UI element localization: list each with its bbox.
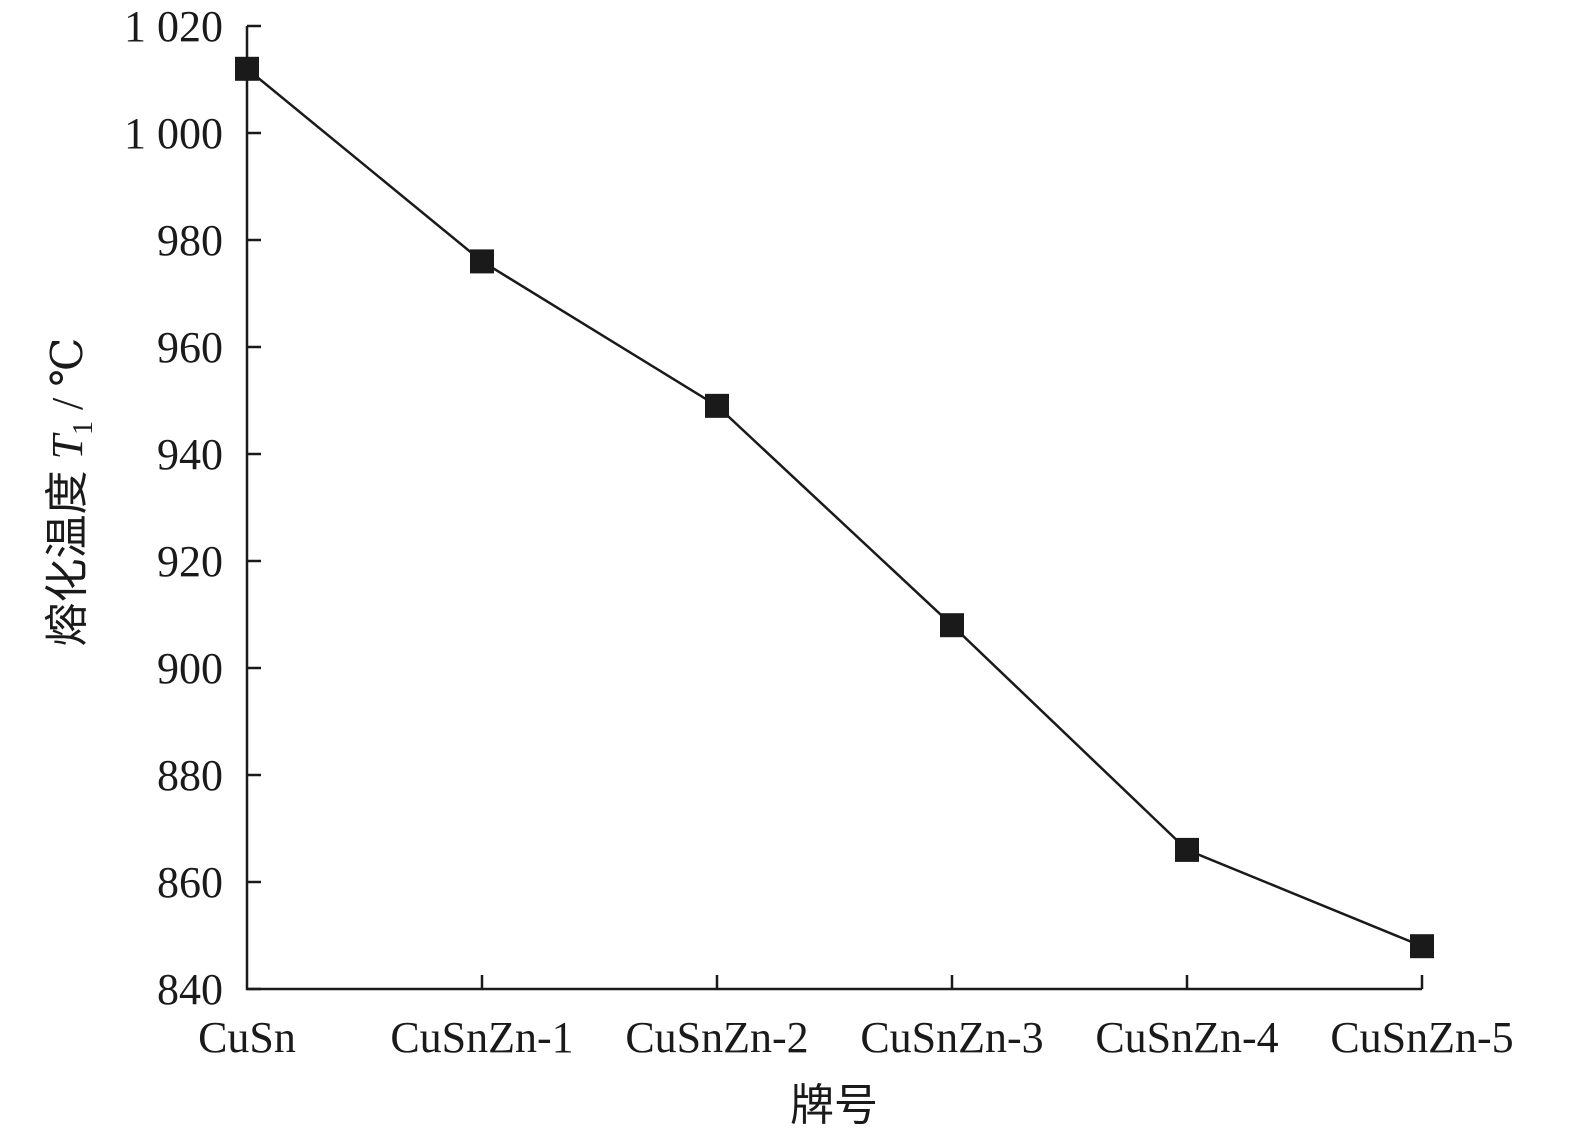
x-tick-label: CuSnZn-1: [390, 1013, 573, 1062]
y-tick-label: 1 020: [124, 2, 223, 51]
data-point-marker: [940, 613, 964, 638]
series-line: [246, 67, 1423, 948]
data-point-marker: [1410, 934, 1434, 959]
x-axis-ticks: CuSn CuSnZn-1 CuSnZn-2 CuSnZn-3 CuSnZn-4 CuSn…: [198, 975, 1514, 1062]
y-tick-label: 940: [157, 430, 223, 479]
axes: [245, 26, 1422, 991]
y-axis-title-subscript: 1: [68, 421, 99, 435]
y-axis-title-symbol: T: [43, 431, 92, 459]
data-point-marker: [470, 249, 494, 274]
x-axis-title: 牌号: [790, 1081, 878, 1130]
y-tick-label: 920: [157, 537, 223, 586]
x-tick-label: CuSnZn-4: [1095, 1013, 1278, 1062]
y-axis-title: 熔化温度 T1 / ℃: [43, 338, 99, 647]
y-tick-label: 860: [157, 858, 223, 907]
data-point-marker: [1175, 837, 1199, 862]
y-tick-label: 960: [157, 323, 223, 372]
y-axis-title-main: 熔化温度: [43, 459, 92, 646]
x-tick-label: CuSn: [198, 1013, 296, 1062]
series: [235, 56, 1434, 959]
x-tick-label: CuSnZn-3: [860, 1013, 1043, 1062]
y-tick-label: 1 000: [124, 109, 223, 158]
y-tick-label: 900: [157, 644, 223, 693]
y-axis-ticks: 840 860 880 900 920 940 960 980 1 000 1 020: [124, 2, 261, 1014]
data-point-marker: [235, 56, 259, 81]
x-tick-label: CuSnZn-5: [1330, 1013, 1513, 1062]
y-tick-label: 980: [157, 216, 223, 265]
y-tick-label: 880: [157, 751, 223, 800]
x-tick-label: CuSnZn-2: [625, 1013, 808, 1062]
y-axis-title-unit: / ℃: [43, 338, 92, 421]
y-tick-label: 840: [157, 965, 223, 1014]
data-point-marker: [705, 393, 729, 418]
